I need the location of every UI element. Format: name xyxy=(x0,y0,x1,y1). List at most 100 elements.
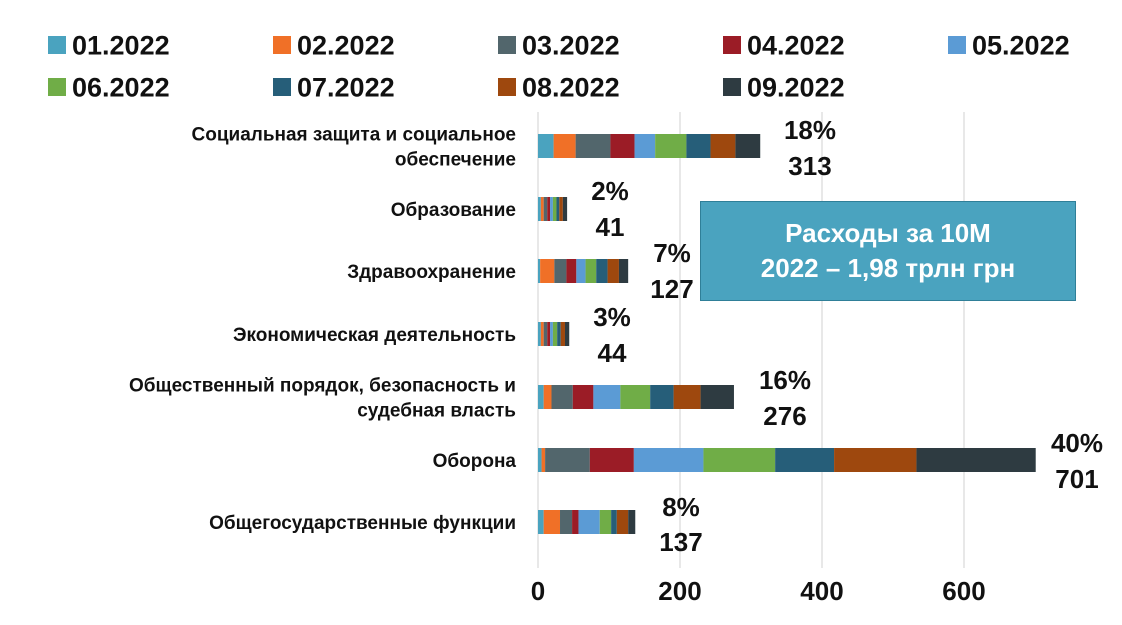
bar-segment-08.2022 xyxy=(673,385,701,409)
category-label: Образование xyxy=(391,200,516,221)
bar-segment-01.2022 xyxy=(538,134,554,158)
bar-segment-06.2022 xyxy=(620,385,651,409)
legend-swatch xyxy=(498,36,516,54)
bar-group-6 xyxy=(538,448,1036,472)
legend-item-6: 06.2022 xyxy=(48,73,170,103)
bar-segment-04.2022 xyxy=(547,322,551,346)
bar-segment-01.2022 xyxy=(538,448,542,472)
bar-segment-05.2022 xyxy=(634,134,656,158)
legend-label: 09.2022 xyxy=(747,73,845,103)
bar-segment-07.2022 xyxy=(596,259,608,283)
x-tick-label: 400 xyxy=(800,576,843,606)
percent-label: 18% xyxy=(784,115,836,145)
legend-swatch xyxy=(273,36,291,54)
legend-swatch xyxy=(498,78,516,96)
x-tick-label: 600 xyxy=(942,576,985,606)
bar-segment-05.2022 xyxy=(550,322,553,346)
legend-swatch xyxy=(48,78,66,96)
bar-segment-03.2022 xyxy=(560,510,573,534)
total-label: 127 xyxy=(650,274,693,304)
bar-group-2 xyxy=(538,197,568,221)
category-label: судебная власть xyxy=(357,401,516,422)
bar-segment-07.2022 xyxy=(650,385,674,409)
data-label-group-3: 7%127 xyxy=(650,238,693,304)
bar-segment-09.2022 xyxy=(618,259,629,283)
legend-swatch xyxy=(723,36,741,54)
total-label: 276 xyxy=(763,401,806,431)
bar-segment-06.2022 xyxy=(655,134,687,158)
legend-label: 03.2022 xyxy=(522,31,620,61)
bar-segment-04.2022 xyxy=(589,448,634,472)
bar-group-1 xyxy=(538,134,761,158)
bar-segment-05.2022 xyxy=(593,385,621,409)
bar-group-5 xyxy=(538,385,734,409)
bar-segment-08.2022 xyxy=(710,134,736,158)
bar-segment-04.2022 xyxy=(566,259,577,283)
data-label-group-7: 8%137 xyxy=(659,492,702,557)
legend-swatch xyxy=(948,36,966,54)
bar-segment-06.2022 xyxy=(599,510,612,534)
total-label: 701 xyxy=(1055,464,1098,494)
percent-label: 8% xyxy=(662,492,700,522)
data-label-group-6: 40%701 xyxy=(1051,428,1103,494)
bar-segment-08.2022 xyxy=(607,259,619,283)
legend-item-2: 02.2022 xyxy=(273,31,395,61)
legend-label: 02.2022 xyxy=(297,31,395,61)
legend-label: 05.2022 xyxy=(972,31,1070,61)
bar-segment-07.2022 xyxy=(557,322,561,346)
x-axis-ticks: 0 200 400 600 xyxy=(531,576,986,606)
category-label: обеспечение xyxy=(395,150,516,171)
bar-segment-09.2022 xyxy=(628,510,636,534)
legend-item-4: 04.2022 xyxy=(723,31,845,61)
legend-item-5: 05.2022 xyxy=(948,31,1070,61)
total-label: 313 xyxy=(788,151,831,181)
total-expenses-callout: Расходы за 10М 2022 – 1,98 трлн грн xyxy=(700,201,1076,301)
bar-segment-07.2022 xyxy=(556,197,560,221)
legend-swatch xyxy=(48,36,66,54)
bar-segment-04.2022 xyxy=(547,197,551,221)
bar-segment-01.2022 xyxy=(538,197,541,221)
bar-segment-06.2022 xyxy=(552,197,557,221)
bar-segment-06.2022 xyxy=(552,322,558,346)
bar-group-7 xyxy=(538,510,636,534)
callout-line-1: Расходы за 10М xyxy=(785,218,991,248)
category-label: Экономическая деятельность xyxy=(233,325,516,346)
bar-segment-02.2022 xyxy=(553,134,576,158)
legend-item-1: 01.2022 xyxy=(48,31,170,61)
bar-segment-08.2022 xyxy=(560,322,565,346)
percent-label: 16% xyxy=(759,365,811,395)
legend-swatch xyxy=(723,78,741,96)
bar-segment-09.2022 xyxy=(916,448,1036,472)
percent-label: 7% xyxy=(653,238,691,268)
bar-segment-03.2022 xyxy=(545,448,590,472)
legend-item-3: 03.2022 xyxy=(498,31,620,61)
bar-segment-02.2022 xyxy=(541,448,546,472)
data-label-group-4: 3%44 xyxy=(593,302,631,368)
bar-segment-02.2022 xyxy=(540,259,555,283)
bar-group-4 xyxy=(538,322,570,346)
bar-segment-02.2022 xyxy=(543,510,561,534)
legend-item-8: 08.2022 xyxy=(498,73,620,103)
legend-label: 01.2022 xyxy=(72,31,170,61)
total-label: 137 xyxy=(659,527,702,557)
category-label: Общегосударственные функции xyxy=(209,513,516,534)
bar-segment-09.2022 xyxy=(735,134,761,158)
total-label: 41 xyxy=(596,212,625,242)
bar-segment-01.2022 xyxy=(538,322,541,346)
bar-segment-03.2022 xyxy=(575,134,611,158)
category-labels: Социальная защита и социальное обеспечени… xyxy=(129,125,516,535)
data-label-group-1: 18%313 xyxy=(784,115,836,181)
percent-label: 40% xyxy=(1051,428,1103,458)
bar-segment-09.2022 xyxy=(562,197,568,221)
bar-segment-05.2022 xyxy=(550,197,553,221)
category-label: Социальная защита и социальное xyxy=(192,125,517,146)
legend-swatch xyxy=(273,78,291,96)
bar-segment-04.2022 xyxy=(572,385,594,409)
bar-segment-04.2022 xyxy=(572,510,579,534)
category-label: Здравоохранение xyxy=(347,262,516,283)
bar-segment-05.2022 xyxy=(633,448,704,472)
bar-segment-05.2022 xyxy=(576,259,586,283)
bar-segment-06.2022 xyxy=(703,448,776,472)
